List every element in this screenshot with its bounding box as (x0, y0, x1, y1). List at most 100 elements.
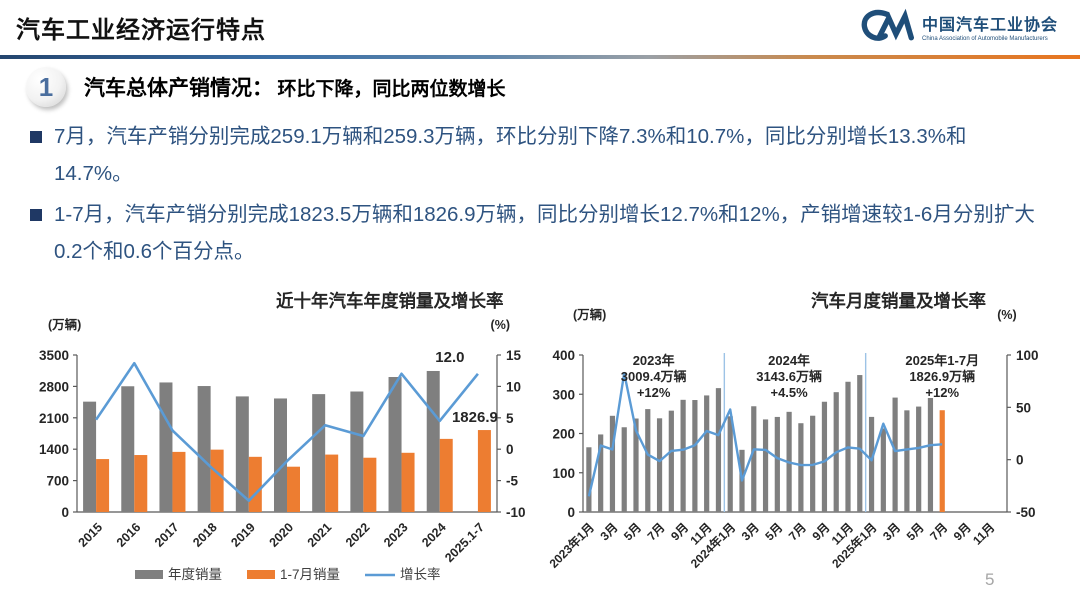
jan-jul-bar (172, 451, 186, 512)
x-tick-label: 7月 (645, 520, 668, 543)
year-annotation: 2025年1-7月 (905, 353, 979, 368)
right-y-tick: 100 (1016, 348, 1039, 363)
monthly-bar (798, 423, 804, 512)
left-y-tick: 2800 (39, 379, 69, 394)
section-number-badge: 1 (26, 67, 66, 107)
right-y-tick: 15 (506, 348, 522, 363)
left-y-tick: 3500 (39, 348, 69, 363)
monthly-bar (939, 410, 945, 512)
slide-header: 汽车工业经济运行特点 中国汽车工业协会 China Association of… (0, 0, 1080, 55)
monthly-bar (880, 428, 886, 512)
monthly-bar (668, 410, 674, 512)
jan-jul-bar (287, 466, 300, 512)
jan-jul-bar (210, 449, 224, 512)
monthly-bar (916, 406, 922, 512)
legend-label-janjul: 1-7月销量 (280, 567, 340, 582)
legend-swatch-annual (135, 570, 163, 579)
monthly-bar (751, 406, 757, 512)
monthly-bar (680, 399, 686, 512)
caam-logo-text: 中国汽车工业协会 China Association of Automobile… (922, 11, 1058, 42)
annual-bar (197, 386, 211, 512)
right-y-tick: -10 (506, 505, 526, 520)
year-annotation: 2024年 (768, 353, 810, 368)
monthly-bar (927, 398, 934, 512)
left-y-tick: 200 (552, 427, 575, 442)
section-title: 汽车总体产销情况： 环比下降，同比两位数增长 (84, 72, 505, 102)
left-y-tick: 1400 (39, 442, 69, 457)
x-tick-label: 2023 (381, 520, 411, 550)
x-tick-label: 2022 (343, 520, 373, 550)
monthly-bar (598, 434, 604, 512)
monthly-bar (656, 418, 663, 512)
left-axis-unit: (万辆) (48, 317, 81, 332)
x-tick-label: 5月 (904, 520, 927, 543)
year-annotation: 2023年 (633, 353, 675, 368)
monthly-bar (868, 416, 875, 512)
monthly-bar (692, 400, 698, 512)
gradient-divider (0, 55, 1080, 59)
section-heading: 汽车总体产销情况： (84, 77, 273, 100)
right-y-tick: 5 (506, 411, 514, 426)
monthly-bar (727, 416, 733, 512)
left-y-tick: 300 (552, 387, 575, 402)
monthly-sales-chart: 汽车月度销量及增长率 (万辆) (%) 0 100 200 300 400 -50 0 50 100 2… (546, 291, 1039, 571)
annual-bar (159, 382, 173, 512)
right-y-tick: 0 (1016, 453, 1024, 468)
jan-jul-bar (325, 454, 339, 512)
bullet-item-july: 7月，汽车产销分别完成259.1万辆和259.3万辆，环比分别下降7.3%和10… (30, 118, 1050, 192)
x-tick-label: 3月 (597, 520, 620, 543)
monthly-bar (821, 401, 828, 512)
monthly-bar (762, 419, 769, 512)
legend-swatch-janjul (247, 570, 275, 579)
bullet-text-jan-july: 1-7月，汽车产销分别完成1823.5万辆和1826.9万辆，同比分别增长12.… (54, 203, 1035, 263)
caam-swoosh-icon (861, 8, 914, 41)
left-y-tick: 0 (61, 505, 69, 520)
x-tick-label: 2019 (228, 520, 258, 550)
annual-bar (235, 396, 249, 512)
section-header: 1 汽车总体产销情况： 环比下降，同比两位数增长 (26, 64, 505, 110)
x-tick-label: 2021 (305, 520, 335, 550)
line-end-label: 12.0 (435, 349, 464, 366)
right-axis-unit: (%) (997, 308, 1016, 322)
jan-jul-bar (96, 459, 110, 512)
right-y-tick: 0 (506, 442, 514, 457)
right-y-tick: 10 (506, 379, 521, 394)
jan-jul-bar (248, 456, 262, 512)
growth-rate-line (95, 361, 479, 502)
jan-jul-bar (401, 452, 415, 512)
left-y-tick: 700 (46, 474, 69, 489)
x-tick-label: 3月 (739, 520, 762, 543)
x-tick-label: 11月 (970, 520, 997, 547)
left-y-tick: 100 (552, 466, 575, 481)
right-y-tick: -5 (506, 474, 518, 489)
annual-bar (121, 386, 135, 512)
x-tick-label: 2020 (267, 520, 297, 550)
last-bar-label: 1826.9 (452, 409, 498, 426)
x-tick-label: 2024 (419, 520, 449, 550)
growth-rate-line (587, 371, 943, 497)
legend-label-annual: 年度销量 (168, 567, 222, 582)
right-y-tick: -50 (1016, 505, 1036, 520)
x-tick-label: 2025.1-7 (442, 520, 487, 565)
monthly-bar (633, 418, 639, 512)
x-tick-label: 9月 (951, 520, 974, 543)
x-tick-label: 2018 (190, 520, 220, 550)
section-subheading: 环比下降，同比两位数增长 (277, 79, 506, 100)
year-annotation: 3009.4万辆 (621, 369, 687, 384)
year-annotation: +12% (637, 385, 671, 400)
left-y-tick: 0 (567, 505, 575, 520)
x-tick-label: 5月 (762, 520, 785, 543)
annual-bar (350, 391, 364, 512)
year-annotation: 3143.6万辆 (756, 369, 822, 384)
left-y-tick: 400 (552, 348, 575, 363)
x-tick-label: 7月 (927, 520, 950, 543)
bullet-square-icon (30, 131, 42, 143)
monthly-bar (621, 427, 627, 512)
monthly-bar (774, 416, 780, 512)
legend-label-growth: 增长率 (400, 566, 441, 582)
logo-org-name-cn: 中国汽车工业协会 (921, 16, 1058, 34)
x-tick-label: 3月 (880, 520, 903, 543)
monthly-bar (645, 409, 651, 512)
annual-bar (83, 401, 97, 512)
